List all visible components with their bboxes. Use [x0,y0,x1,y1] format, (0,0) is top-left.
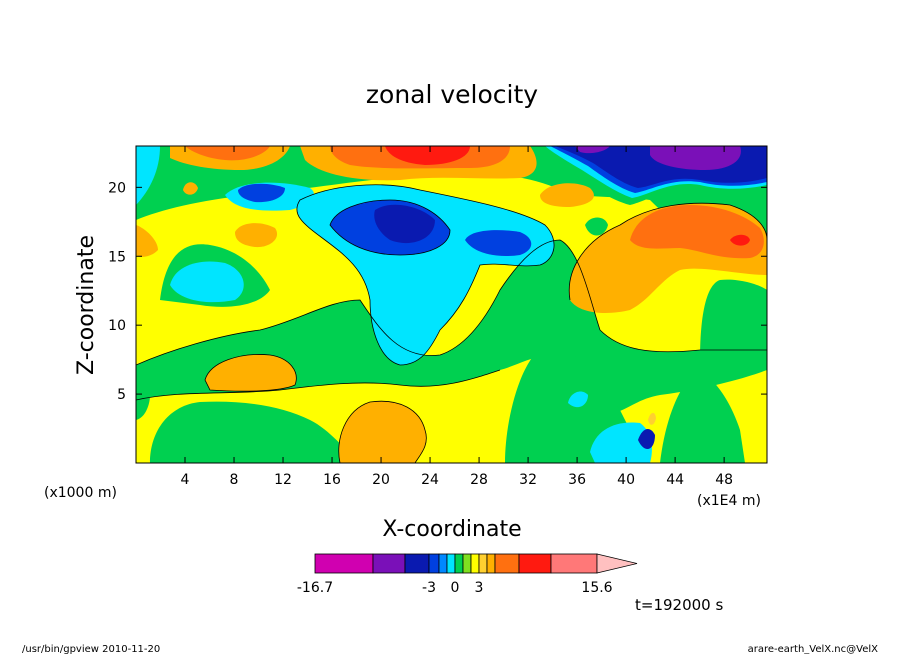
colorbar-swatch [518,553,552,574]
colorbar-swatch [550,553,598,574]
colorbar-swatch [404,553,430,574]
x-unit-left: (x1000 m) [44,485,117,501]
colorbar-swatch [438,553,448,574]
x-tick-label: 20 [372,472,390,488]
x-tick-label: 48 [715,472,733,488]
footer-left: /usr/bin/gpview 2010-11-20 [22,644,160,654]
contour-field [136,146,767,463]
colorbar-swatch [478,553,488,574]
time-label: t=192000 s [635,596,723,614]
x-unit-right: (x1E4 m) [697,493,761,509]
x-tick-label: 28 [470,472,488,488]
colorbar-swatch [428,553,440,574]
x-tick-label: 16 [323,472,341,488]
colorbar-swatch [470,553,480,574]
footer-right: arare-earth_VelX.nc@VelX [748,644,879,654]
colorbar-label: 3 [475,580,484,596]
colorbar-label: 15.6 [581,580,612,596]
chart-title: zonal velocity [366,80,538,109]
colorbar-label: 0 [451,580,460,596]
colorbar-extend-arrow [596,553,638,574]
plot-frame [135,145,768,464]
colorbar-swatch [314,553,374,574]
colorbar-label: -3 [422,580,436,596]
x-axis-label: X-coordinate [382,517,521,542]
x-tick-label: 36 [568,472,586,488]
x-tick-label: 24 [421,472,439,488]
y-axis-label: Z-coordinate [74,235,99,375]
colorbar-swatch [454,553,464,574]
y-axis: 5 10 15 20 [108,180,767,403]
colorbar-swatch [462,553,472,574]
x-tick-label: 4 [181,472,190,488]
y-tick-label: 15 [108,249,126,265]
contour-lines [136,184,767,463]
x-tick-label: 40 [617,472,635,488]
colorbar-label: -16.7 [297,580,333,596]
colorbar-labels: -16.7 -3 0 3 15.6 [297,580,613,596]
colorbar [314,553,638,574]
colorbar-swatch [494,553,520,574]
colorbar-swatch [486,553,496,574]
y-tick-label: 10 [108,318,126,334]
x-tick-label: 12 [274,472,292,488]
y-tick-label: 5 [117,387,126,403]
x-tick-label: 32 [519,472,537,488]
x-tick-label: 44 [666,472,684,488]
colorbar-swatch [446,553,456,574]
y-tick-label: 20 [108,180,126,196]
colorbar-swatch [372,553,406,574]
x-tick-label: 8 [230,472,239,488]
x-axis: 4 8 12 16 20 24 28 32 36 40 44 48 [181,146,733,488]
